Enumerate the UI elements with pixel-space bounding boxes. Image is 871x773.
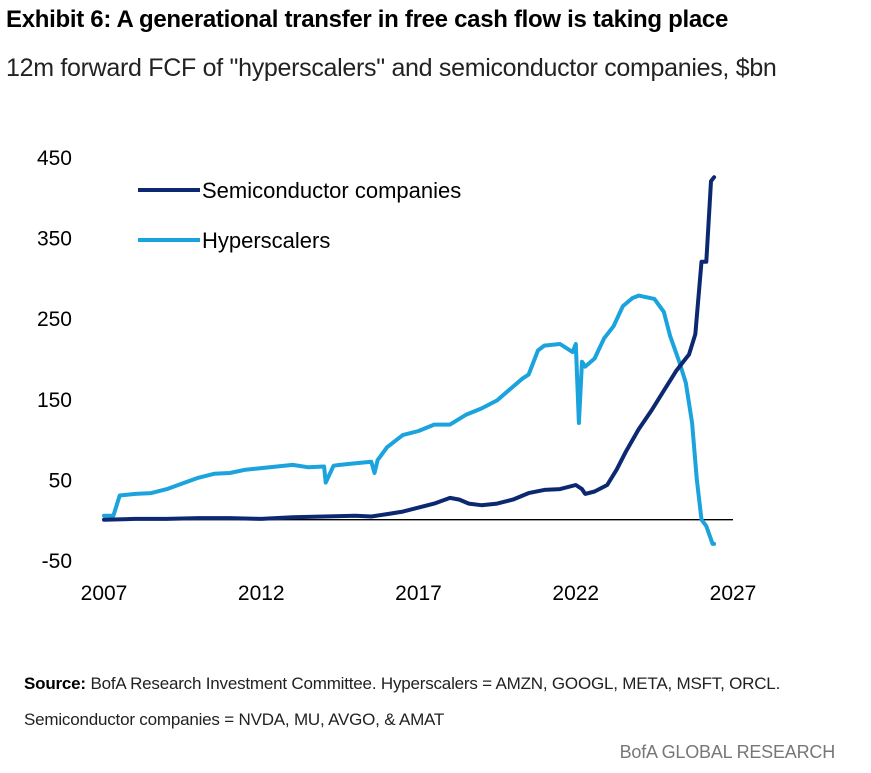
axis-ticks: 450 350 250 150 50 -50 2007 2012 2017 2022 2027: [37, 147, 756, 605]
x-tick-label: 2027: [710, 582, 757, 605]
legend: Semiconductor companies Hyperscalers: [138, 178, 461, 253]
y-tick-label: 350: [37, 228, 72, 251]
source-text: BofA Research Investment Committee. Hype…: [24, 674, 781, 729]
y-tick-label: 450: [37, 147, 72, 170]
chart-title: Exhibit 6: A generational transfer in fr…: [6, 6, 729, 33]
y-tick-label: 250: [37, 308, 72, 331]
source-note: Source: BofA Research Investment Committ…: [24, 666, 824, 738]
chart-subtitle: 12m forward FCF of "hyperscalers" and se…: [6, 54, 777, 82]
series-line-semiconductor-companies: [102, 175, 717, 522]
x-tick-label: 2017: [395, 582, 442, 605]
line-chart: 450 350 250 150 50 -50 2007 2012 2017 2022 2027 Se…: [37, 147, 756, 605]
x-tick-label: 2022: [552, 582, 599, 605]
x-tick-label: 2007: [81, 582, 128, 605]
y-tick-label: 150: [37, 389, 72, 412]
y-tick-label: 50: [49, 469, 72, 492]
series-line-hyperscalers: [102, 293, 717, 546]
legend-label: Hyperscalers: [202, 228, 330, 253]
legend-label: Semiconductor companies: [202, 178, 461, 203]
plot-area: [102, 175, 733, 546]
x-tick-label: 2012: [238, 582, 285, 605]
brand-label: BofA GLOBAL RESEARCH: [619, 742, 836, 762]
y-tick-label: -50: [42, 550, 72, 573]
source-label: Source:: [24, 674, 86, 693]
